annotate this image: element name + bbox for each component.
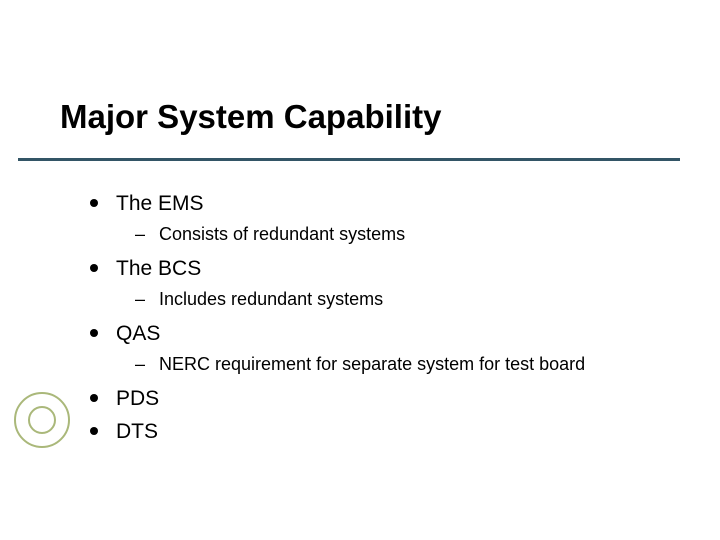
list-subitem: – Consists of redundant systems — [135, 223, 680, 245]
bullet-text: PDS — [116, 385, 159, 412]
dash-icon: – — [135, 353, 145, 375]
dash-icon: – — [135, 288, 145, 310]
list-item: The BCS — [90, 255, 680, 282]
slide-title: Major System Capability — [60, 98, 441, 136]
list-item: PDS — [90, 385, 680, 412]
list-item: QAS — [90, 320, 680, 347]
dash-icon: – — [135, 223, 145, 245]
slide-body: The EMS – Consists of redundant systems … — [90, 190, 680, 451]
bullet-icon — [90, 427, 98, 435]
list-item: DTS — [90, 418, 680, 445]
bullet-text: The EMS — [116, 190, 204, 217]
bullet-text: QAS — [116, 320, 160, 347]
list-subitem: – NERC requirement for separate system f… — [135, 353, 680, 375]
bullet-icon — [90, 329, 98, 337]
slide: Major System Capability The EMS – Consis… — [0, 0, 720, 540]
bullet-text: DTS — [116, 418, 158, 445]
title-underline — [18, 158, 680, 161]
accent-inner-ring-icon — [28, 406, 56, 434]
bullet-icon — [90, 199, 98, 207]
subitem-text: Includes redundant systems — [159, 288, 383, 310]
bullet-text: The BCS — [116, 255, 201, 282]
list-subitem: – Includes redundant systems — [135, 288, 680, 310]
subitem-text: NERC requirement for separate system for… — [159, 353, 585, 375]
bullet-icon — [90, 394, 98, 402]
subitem-text: Consists of redundant systems — [159, 223, 405, 245]
list-item: The EMS — [90, 190, 680, 217]
bullet-icon — [90, 264, 98, 272]
